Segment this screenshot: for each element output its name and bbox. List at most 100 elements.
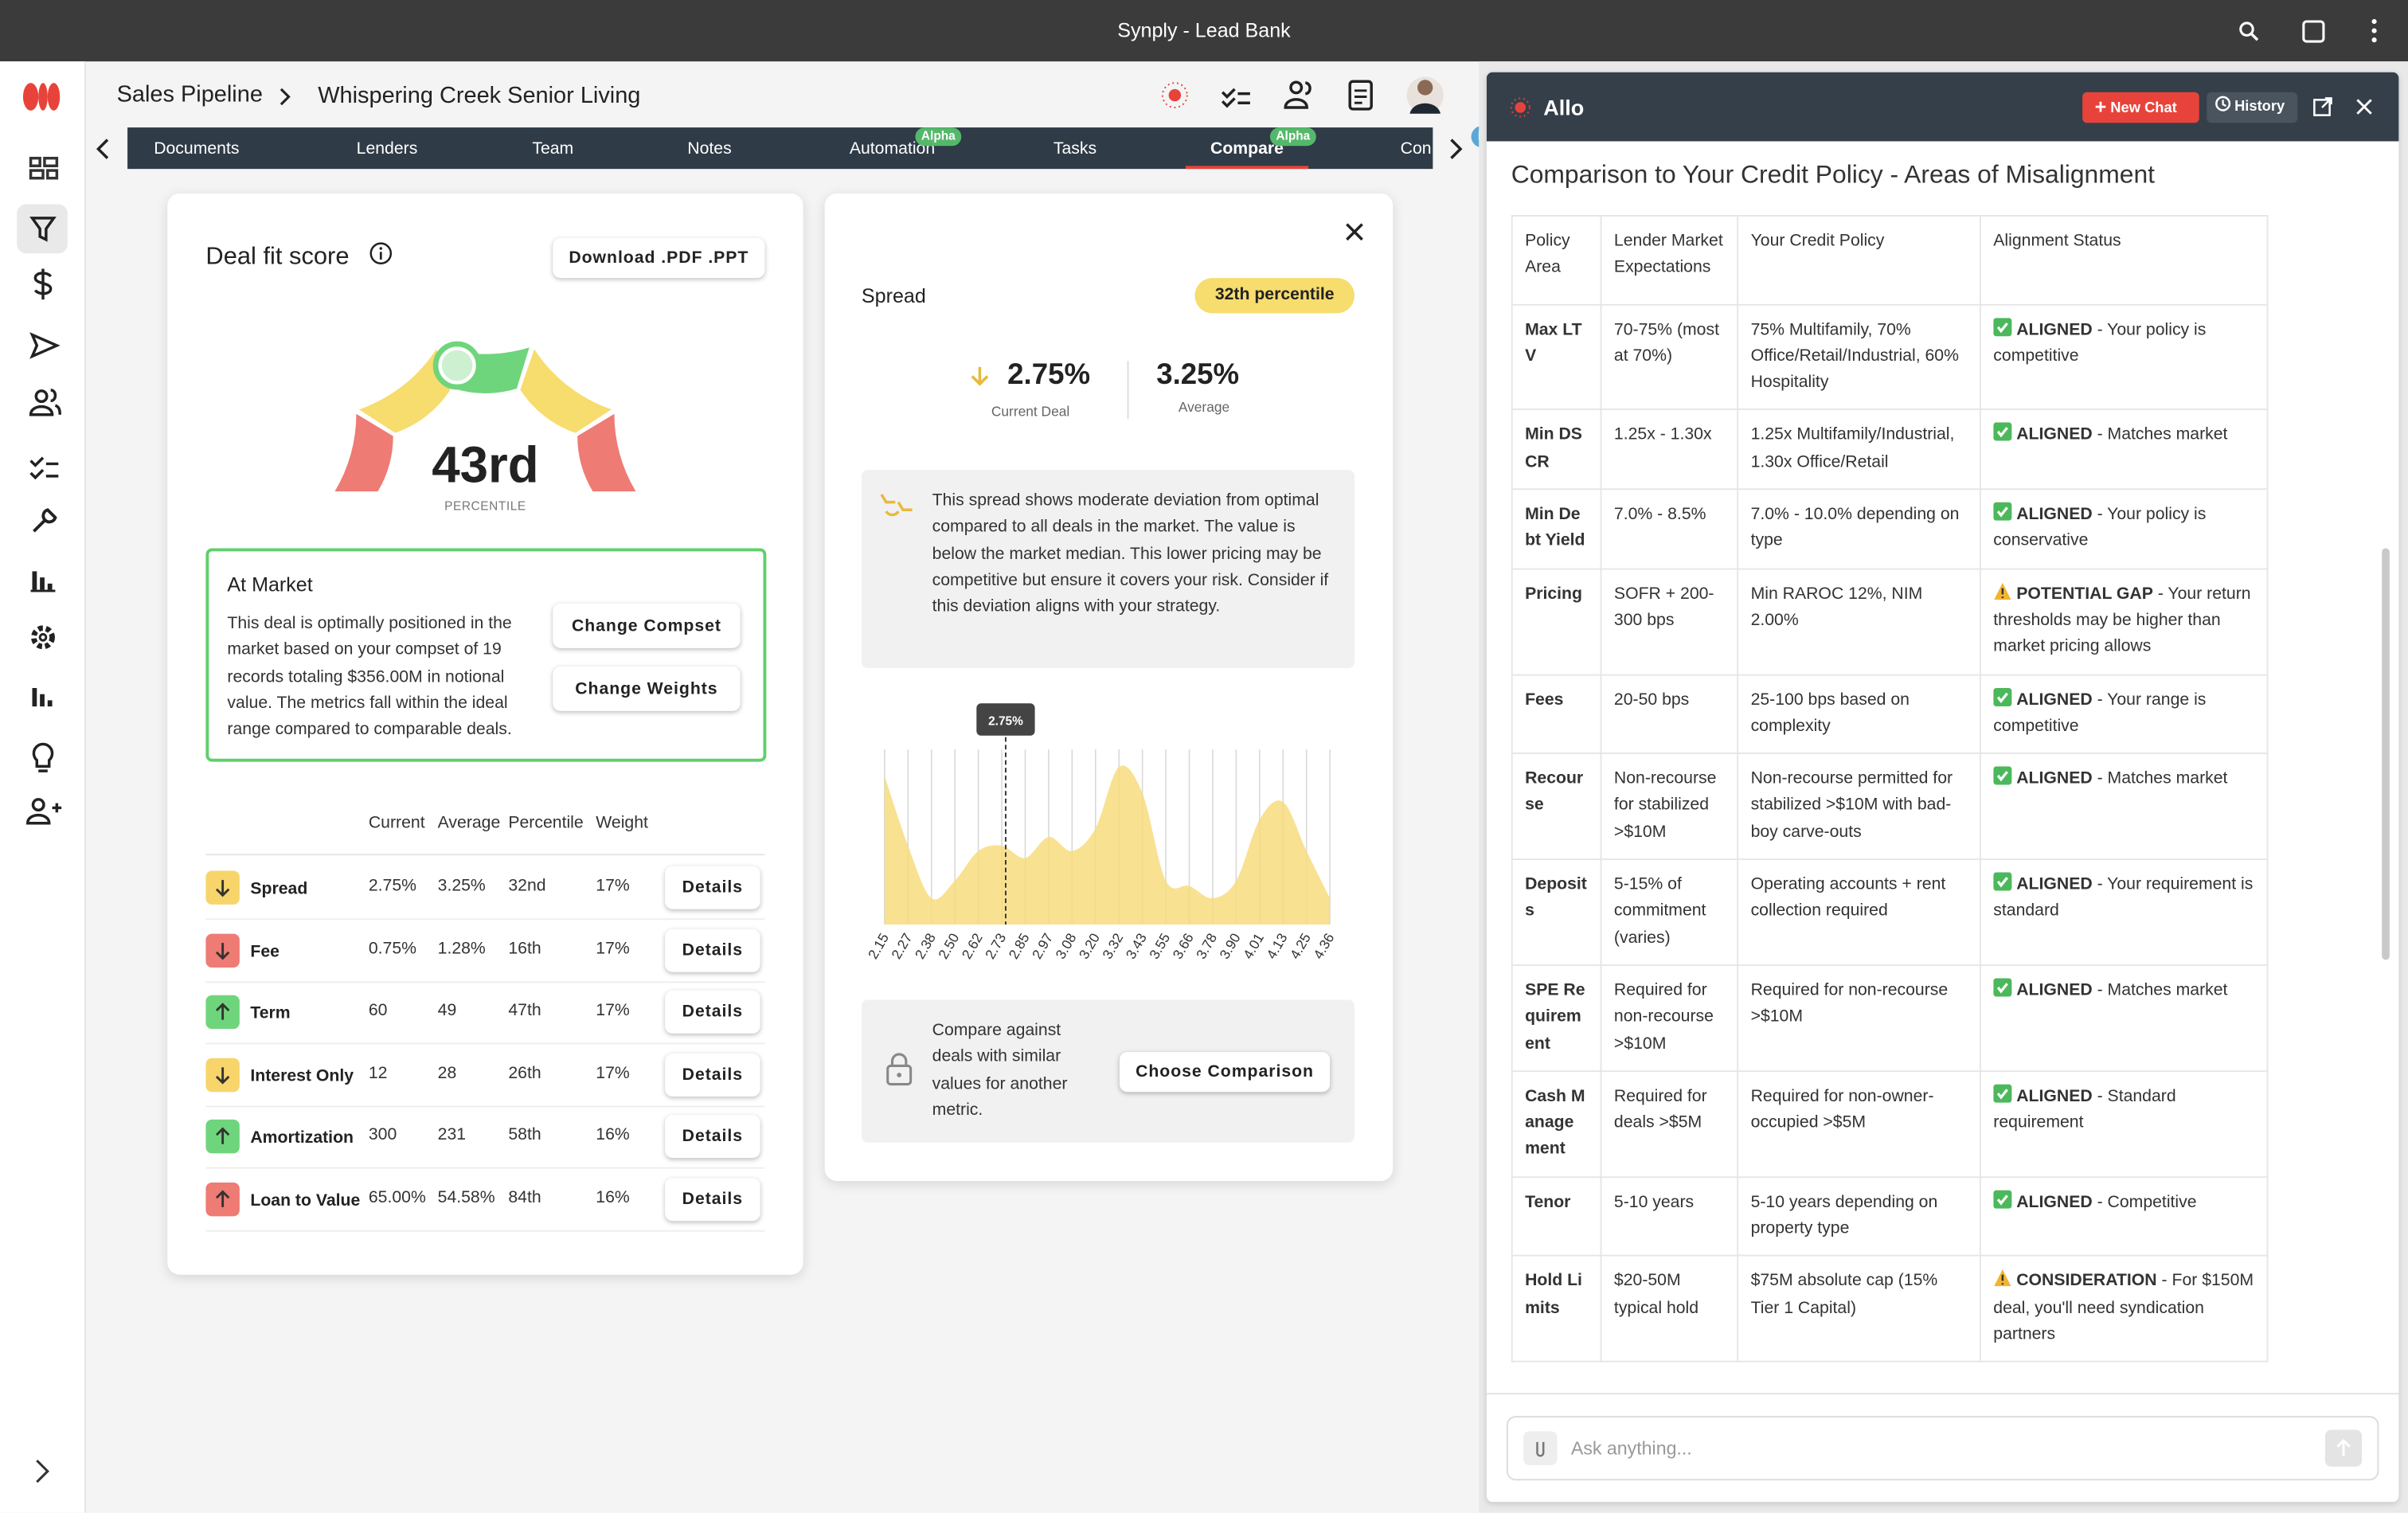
- x-tick-label: 2.38: [912, 930, 939, 961]
- tab[interactable]: Lenders: [295, 139, 479, 158]
- policy-table: Policy Area Lender Market Expectations You…: [1511, 215, 2269, 1363]
- tab[interactable]: Automation: [800, 139, 984, 158]
- metric-table: Current Average Percentile Weight Spread 2.75…: [167, 194, 803, 1275]
- tab[interactable]: Tasks: [983, 139, 1167, 158]
- send-button[interactable]: [2324, 1429, 2363, 1467]
- details-button[interactable]: Details: [665, 866, 760, 909]
- metric-percentile: 47th: [508, 1001, 541, 1020]
- x-tick-label: 2.73: [982, 930, 1009, 961]
- metric-weight: 17%: [596, 939, 630, 958]
- insight-text: This spread shows moderate deviation fro…: [932, 491, 1329, 616]
- x-tick-label: 3.32: [1099, 930, 1126, 961]
- market-expectation: Required for non-recourse >$10M: [1600, 964, 1739, 1072]
- header-cell: Lender Market Expectations: [1600, 215, 1739, 305]
- market-expectation: Required for deals >$5M: [1600, 1069, 1739, 1178]
- current-value: 2.75%: [1007, 359, 1091, 392]
- breadcrumb-separator: [280, 88, 291, 106]
- status-title: At Market: [227, 573, 313, 596]
- tab[interactable]: Documents: [127, 139, 288, 158]
- tab[interactable]: Compare: [1155, 139, 1339, 158]
- metric-percentile: 26th: [508, 1064, 541, 1083]
- policy-area: Hold Limits: [1511, 1255, 1602, 1363]
- attach-button[interactable]: [1523, 1431, 1558, 1465]
- status-label: ALIGNED: [2016, 1192, 2093, 1212]
- assistant-logo: [1510, 97, 1530, 118]
- status-detail: - Competitive: [2097, 1192, 2197, 1212]
- tab-label: Tasks: [1053, 139, 1097, 158]
- tab-badge: Alpha: [915, 127, 962, 147]
- trend-arrow-path: [215, 1066, 230, 1085]
- check-mark: [1996, 322, 2008, 333]
- metric-average: 3.25%: [437, 877, 486, 896]
- x-tick-label: 3.78: [1193, 930, 1220, 961]
- current-label: Current Deal: [991, 404, 1070, 420]
- credit-policy: Min RAROC 12%, NIM 2.00%: [1737, 567, 1981, 675]
- metric-weight: 16%: [596, 1126, 630, 1145]
- change-weights-button[interactable]: Change Weights: [553, 666, 741, 711]
- metric-name: Amortization: [250, 1129, 354, 1148]
- marker-label: 2.75%: [988, 714, 1023, 728]
- check-icon: [1993, 766, 2012, 785]
- check-mark: [1996, 691, 2008, 703]
- sidebar-icons: [17, 83, 68, 1484]
- breadcrumb-root[interactable]: Sales Pipeline: [116, 81, 263, 108]
- tab[interactable]: Con: [1323, 139, 1433, 158]
- row-rule: [205, 918, 765, 921]
- average-label: Average: [1178, 399, 1230, 415]
- info-icon[interactable]: [369, 241, 393, 266]
- credit-policy: 1.25x Multifamily/Industrial, 1.30x Offi…: [1737, 409, 1981, 491]
- change-compset-button[interactable]: Change Compset: [553, 603, 741, 648]
- new-chat-button[interactable]: + New Chat: [2082, 92, 2199, 123]
- tab-label: Notes: [687, 139, 732, 158]
- metric-percentile: 32nd: [508, 877, 546, 896]
- column-header: Percentile: [508, 814, 584, 833]
- download-button[interactable]: Download .PDF .PPT: [553, 237, 765, 279]
- trend-arrow-path: [215, 880, 230, 897]
- assistant-header: Allo + New Chat History: [1486, 72, 2399, 142]
- policy-area: Recourse: [1511, 753, 1602, 861]
- assistant-heading: Comparison to Your Credit Policy - Areas…: [1511, 161, 2155, 190]
- x-tick-label: 2.97: [1029, 930, 1056, 961]
- x-tick-label: 3.55: [1146, 930, 1173, 961]
- metric-weight: 17%: [596, 1064, 630, 1083]
- tabs-prev[interactable]: [92, 137, 114, 162]
- history-button[interactable]: History: [2207, 92, 2298, 123]
- warning-icon: [1994, 1269, 2011, 1287]
- market-expectation: $20-50M typical hold: [1600, 1255, 1739, 1363]
- x-tick-label: 2.85: [1006, 930, 1033, 961]
- choose-comparison-button[interactable]: Choose Comparison: [1119, 1052, 1331, 1093]
- percentile-badge: 32th percentile: [1194, 278, 1354, 314]
- assistant-panel: Allo + New Chat History Comparison to Yo…: [1486, 72, 2399, 1503]
- metric-name: Loan to Value: [250, 1191, 361, 1210]
- check-mark: [1996, 771, 2008, 782]
- chat-input[interactable]: Ask anything...: [1506, 1416, 2379, 1481]
- panel-icons[interactable]: [2312, 96, 2389, 118]
- gauge-segment: [358, 349, 451, 433]
- density-area: [884, 765, 1331, 925]
- tab-label: Compare: [1210, 139, 1284, 158]
- tab-label: Con: [1400, 139, 1432, 158]
- spread-title: Spread: [861, 283, 926, 307]
- row-rule: [205, 1105, 765, 1108]
- tabs-next[interactable]: [1445, 137, 1467, 162]
- details-button[interactable]: Details: [665, 1178, 760, 1222]
- trend-arrow: [215, 1066, 230, 1085]
- tab[interactable]: Notes: [617, 139, 801, 158]
- metric-current: 65.00%: [368, 1188, 426, 1207]
- tab-underline: [1185, 166, 1309, 170]
- policy-row: Recourse Non-recourse for stabilized >$10…: [1511, 753, 2269, 861]
- history-icon: [2215, 96, 2231, 111]
- close-button[interactable]: [1343, 221, 1365, 243]
- status-detail: - Your requirement is standard: [1993, 875, 2254, 921]
- details-button[interactable]: Details: [665, 991, 760, 1034]
- sidebar-active[interactable]: [17, 204, 68, 254]
- tab-bar: Documents Lenders Team Notes Automation Alpha…: [127, 127, 1433, 170]
- details-button[interactable]: Details: [665, 929, 760, 972]
- details-button[interactable]: Details: [665, 1115, 760, 1159]
- policy-row: Fees 20-50 bps 25-100 bps based on complex…: [1511, 673, 2269, 755]
- details-button[interactable]: Details: [665, 1053, 760, 1097]
- tab[interactable]: Team: [461, 139, 645, 158]
- gauge: [334, 341, 636, 492]
- metric-weight: 17%: [596, 1001, 630, 1020]
